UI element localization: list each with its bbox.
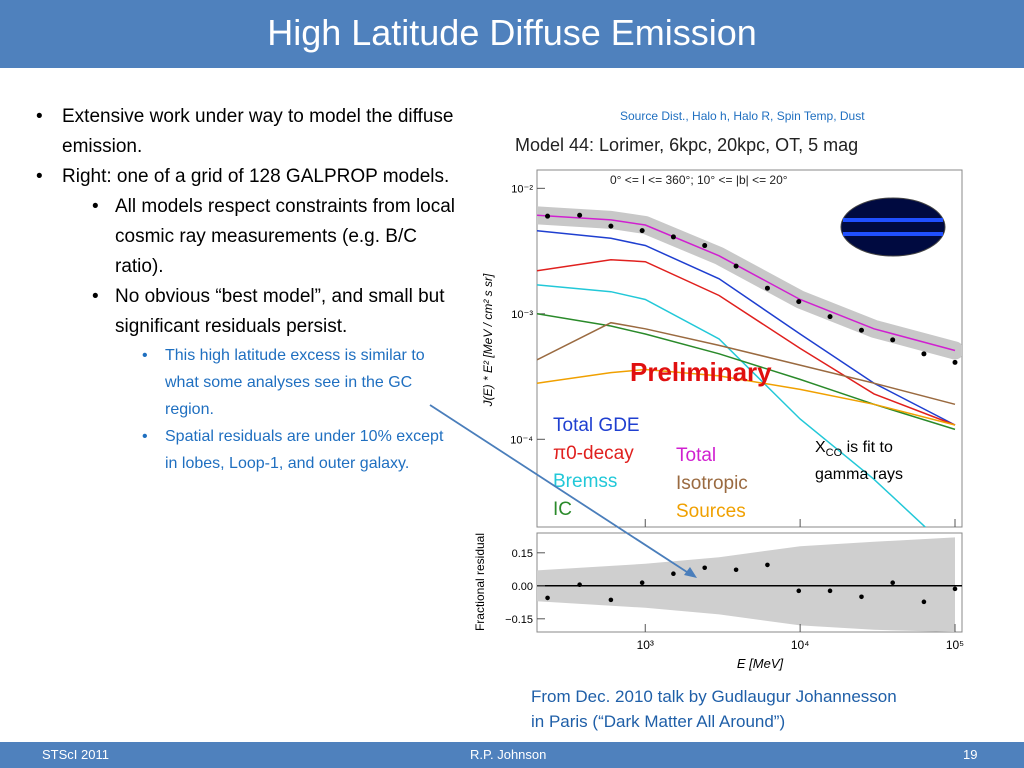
x-tick-label: 10³ [637,638,654,652]
plot-subtitle: 0° <= l <= 360°; 10° <= |b| <= 20° [610,173,788,187]
data-point [545,213,551,219]
data-point [577,212,583,218]
data-point [921,351,927,357]
data-point [733,263,739,269]
credit-line: in Paris (“Dark Matter All Around”) [531,712,786,731]
residual-point [639,580,645,586]
y-tick-label: 10⁻³ [511,309,533,321]
bullet: Right: one of a grid of 128 GALPROP mode… [30,162,455,192]
series-line [537,214,956,352]
residual-point [921,599,927,605]
legend-entry: Isotropic [676,473,748,494]
residual-point [671,571,676,576]
watermark: Preliminary [630,357,772,387]
bullet-list: Extensive work under way to model the di… [30,102,455,477]
bullet: No obvious “best model”, and small but s… [30,282,455,342]
residual-point [545,595,550,601]
residual-point [827,588,833,594]
credit-line: From Dec. 2010 talk by Gudlaugur Johanne… [531,687,897,706]
data-point [608,223,614,229]
credit: From Dec. 2010 talk by Gudlaugur Johanne… [531,684,897,734]
footer-center: R.P. Johnson [470,747,547,762]
data-point [764,285,770,291]
series-line [537,368,956,426]
figure-caption: Source Dist., Halo h, Halo R, Spin Temp,… [620,109,865,123]
residual-y-label: Fractional residual [473,533,487,631]
data-point [827,314,833,320]
x-tick-label: 10⁴ [791,638,810,652]
series-line [537,284,927,527]
data-point [952,359,958,365]
bullet: Spatial residuals are under 10% except i… [30,423,455,477]
y-tick-label: 0.00 [512,581,533,593]
residuals [537,537,962,632]
lines [537,206,962,527]
xco-symbol: X [815,439,826,456]
footer-left: STScI 2011 [42,747,109,762]
y-tick-label: 0.15 [512,548,533,560]
legend-entry: π0-decay [553,443,634,464]
xco-note: XCO is fit to gamma rays [815,437,935,486]
data-point [639,228,645,234]
xco-subscript: CO [825,447,843,460]
arrow-head [684,567,697,578]
series-line [537,258,956,426]
arrow [429,404,691,575]
data-point [890,337,896,343]
plot-title: Model 44: Lorimer, 6kpc, 20kpc, OT, 5 ma… [515,135,858,155]
x-tick-label: 10⁵ [946,638,964,652]
legend-entry: Sources [676,501,746,522]
legend-entry: Total GDE [553,415,640,436]
y-tick-label: 10⁻² [511,183,533,195]
y-axis-label: J(E) * E² [MeV / cm² s sr] [481,273,495,407]
figure: Source Dist., Halo h, Halo R, Spin Temp,… [429,109,965,671]
data-point [796,299,802,305]
residual-point [890,580,895,586]
data-point [670,234,676,240]
xco-text: is fit to gamma rays [815,439,904,484]
residual-point [952,586,958,592]
series-line [537,321,956,406]
residual-point [765,562,770,568]
slide-title: High Latitude Diffuse Emission [267,12,757,53]
footer-right: 19 [963,747,978,762]
legend-entry: IC [553,499,572,520]
residual-point [733,567,739,573]
footer-bar: STScI 2011 R.P. Johnson 19 [0,742,1024,768]
plot-area: 10⁻² 10⁻³ 10⁻⁴ Total GDE π0-decay Bremss IC Tot… [505,183,964,652]
residual-point [608,597,614,603]
header-bar [0,0,1024,68]
y-tick-label: 10⁻⁴ [510,434,533,446]
legend-entry: Total [676,445,716,466]
bullet: All models respect constraints from loca… [30,192,455,282]
residual-point [702,565,707,571]
data-point [858,327,864,333]
legend-entry: Bremss [553,471,617,492]
bullet: This high latitude excess is similar to … [30,342,455,423]
y-tick-label: −0.15 [505,614,533,626]
sky-map [840,197,946,257]
bullet: Extensive work under way to model the di… [30,102,455,162]
x-axis-label: E [MeV] [737,656,784,671]
residual-point [577,582,582,587]
residual-band [537,537,955,632]
residual-point [859,594,864,600]
residual-point [796,588,802,594]
data-point [702,243,708,249]
